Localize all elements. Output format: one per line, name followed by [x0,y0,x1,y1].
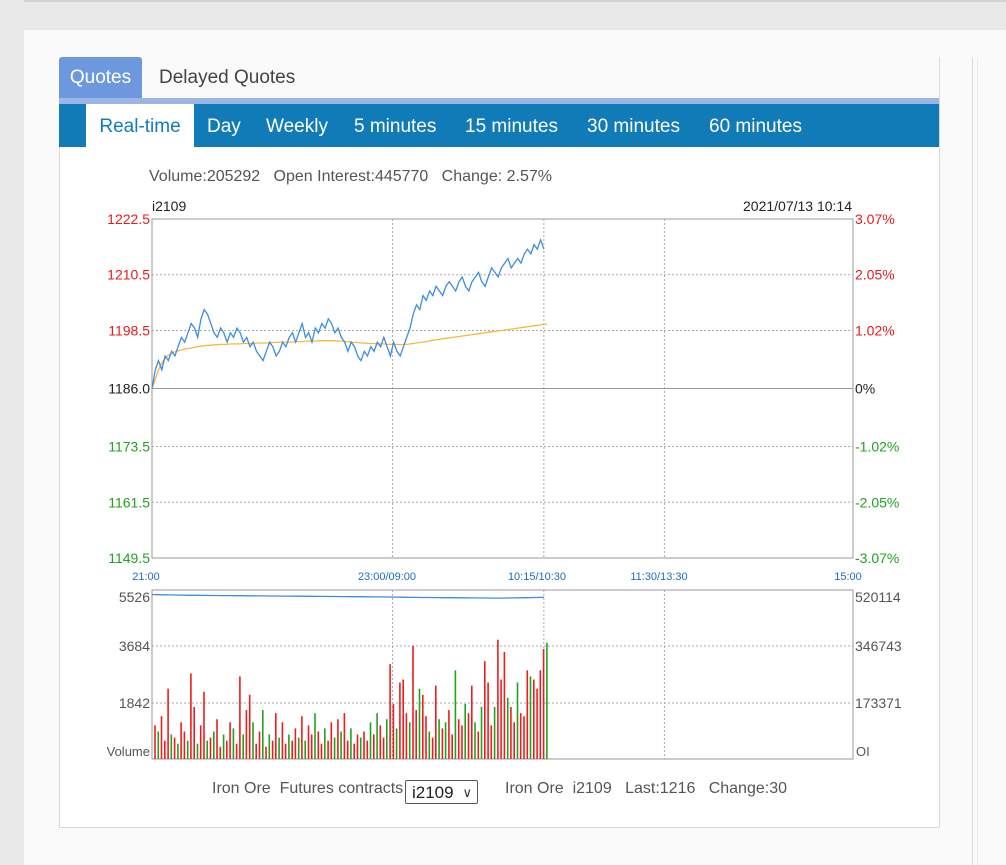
volume-frame [151,589,854,760]
price-tick-left-4: 1173.5 [108,439,150,455]
price-tick-right-3: 0% [855,381,875,397]
tab-underline [59,98,939,104]
time-tick-2: 10:15/10:30 [508,571,566,583]
main-tabs: Quotes Delayed Quotes [59,57,939,98]
period-tab-day[interactable]: Day [207,116,241,137]
price-tick-right-2: 1.02% [855,322,895,338]
price-y-labels: 1222.5 3.07% 1210.5 2.05% 1198.5 1.02% 1186.0 0… [107,211,899,566]
period-tabs: Real-time Day Weekly 5 minutes 15 minute… [59,104,939,147]
tab-delayed-quotes[interactable]: Delayed Quotes [159,67,296,88]
volume-bars [154,639,548,759]
footer-last: Last:1216 [625,780,696,797]
period-tab-realtime[interactable]: Real-time [86,104,194,147]
period-tab-weekly[interactable]: Weekly [266,116,328,137]
volume-tick-left-0: 5526 [119,589,150,605]
period-tab-60min[interactable]: 60 minutes [709,116,802,137]
price-tick-right-4: -1.02% [855,439,899,455]
footer-contract: i2109 [572,780,612,797]
footer-contracts-label: Futures contracts [279,780,404,797]
oi-tick-right-0: 520114 [855,589,901,605]
right-divider-secondary [977,58,978,865]
price-tick-right-6: -3.07% [855,550,899,566]
tab-quotes[interactable]: Quotes [59,57,142,98]
time-tick-1: 23:00/09:00 [358,571,416,583]
right-divider [972,58,973,865]
volume-axis-label: Volume [107,744,150,759]
open-interest-text: Open Interest:445770 [273,168,429,185]
price-tick-right-5: -2.05% [855,494,899,510]
contract-select-value: i2109 [412,783,454,802]
time-tick-3: 11:30/13:30 [630,571,687,583]
price-tick-left-6: 1149.5 [108,550,150,566]
change-text: Change: 2.57% [441,168,552,185]
price-tick-left-0: 1222.5 [107,211,150,227]
volume-tick-left-1: 3684 [119,638,150,654]
quote-summary: Volume:205292 Open Interest:445770 Chang… [149,168,552,186]
price-tick-left-3: 1186.0 [108,381,150,397]
price-tick-right-1: 2.05% [855,267,895,283]
volume-text: Volume:205292 [149,168,261,185]
footer-product-name-2: Iron Ore [505,780,564,797]
oi-tick-right-1: 346743 [855,638,902,654]
price-grid [151,218,854,559]
time-tick-0: 21:00 [132,571,160,583]
period-tab-30min[interactable]: 30 minutes [587,116,680,137]
price-tick-right-0: 3.07% [855,211,895,227]
footer-change: Change:30 [708,780,787,797]
oi-tick-right-2: 173371 [855,695,902,711]
footer-product-name: Iron Ore [212,780,271,797]
volume-grid [151,589,854,760]
price-tick-left-5: 1161.5 [108,494,150,510]
average-price-line [151,323,548,389]
period-tab-15min[interactable]: 15 minutes [465,116,558,137]
contract-select[interactable]: i2109 ∨ [405,780,478,804]
chart-timestamp: 2021/07/13 10:14 [743,198,852,214]
price-line [151,237,545,389]
chevron-down-icon: ∨ [462,785,472,800]
period-tab-5min[interactable]: 5 minutes [354,116,437,137]
volume-tick-left-2: 1842 [119,695,150,711]
footer-quote: Iron Ore i2109 Last:1216 Change:30 [505,780,787,798]
top-divider [24,0,1006,2]
price-tick-left-2: 1198.5 [108,322,150,338]
time-axis-labels: 21:00 23:00/09:00 10:15/10:30 11:30/13:30 15… [132,571,862,583]
volume-y-labels: 5526 520114 3684 346743 1842 173371 [119,589,902,711]
time-tick-4: 15:00 [834,571,862,583]
chart-symbol: i2109 [152,198,186,214]
price-tick-left-1: 1210.5 [107,267,150,283]
quotes-panel [59,57,940,828]
footer-product: Iron Ore Futures contracts [212,780,403,798]
oi-axis-label: OI [856,744,870,759]
open-interest-line [151,593,544,599]
